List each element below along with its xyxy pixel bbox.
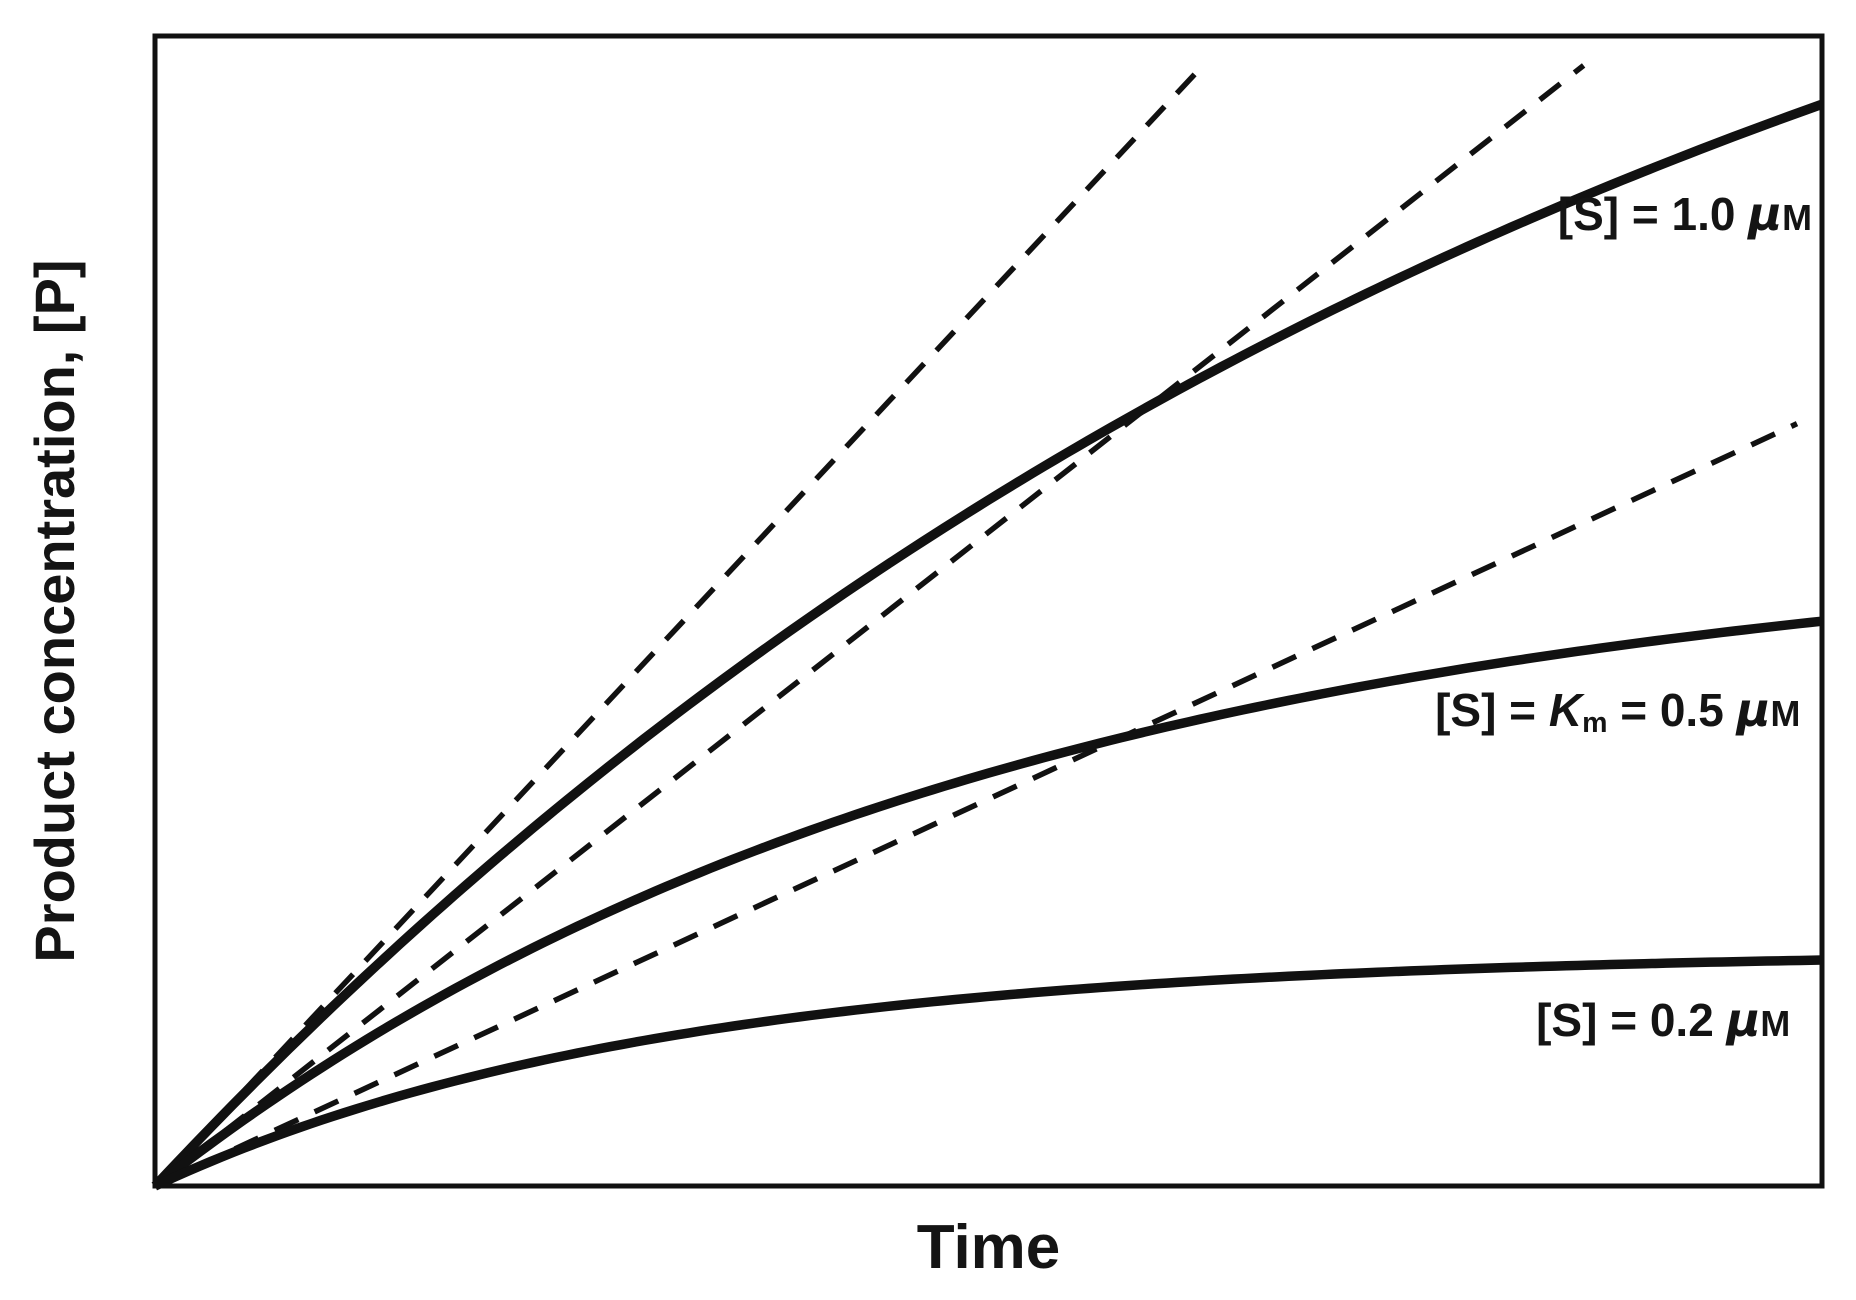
km-symbol: K <box>1548 683 1583 736</box>
molar-unit: M <box>1782 198 1812 239</box>
km-subscript: m <box>1582 707 1608 740</box>
progress-curve-s-0.2uM <box>153 955 1823 1191</box>
mu-symbol: μ <box>1736 682 1771 737</box>
progress-curve-s-1.0uM <box>151 99 1824 1190</box>
initial-velocity-tangent-3 <box>153 421 1799 1189</box>
label-text: [S] = 1.0 <box>1557 188 1749 241</box>
molar-unit: M <box>1760 1004 1791 1045</box>
curve-label-s-1.0: [S] = 1.0 μM <box>1558 187 1812 241</box>
label-text: [S] = 0.2 <box>1536 994 1727 1047</box>
mu-symbol: μ <box>1748 187 1783 242</box>
y-axis-label: Product concentration, [P] <box>23 259 86 963</box>
label-text: = 0.5 <box>1607 683 1737 736</box>
x-axis-label: Time <box>916 1213 1061 1282</box>
initial-velocity-tangent-2 <box>153 63 1586 1189</box>
mu-symbol: μ <box>1726 993 1761 1048</box>
curve-label-s-km-0.5: [S] = Km = 0.5 μM <box>1435 682 1801 740</box>
label-text: [S] = <box>1435 683 1549 736</box>
initial-velocity-tangent-1 <box>152 62 1206 1188</box>
curve-label-s-0.2: [S] = 0.2 μM <box>1536 993 1790 1047</box>
progress-curve-s-Km-0.5uM <box>152 616 1823 1190</box>
plot-frame <box>152 33 1825 1189</box>
molar-unit: M <box>1770 693 1801 734</box>
